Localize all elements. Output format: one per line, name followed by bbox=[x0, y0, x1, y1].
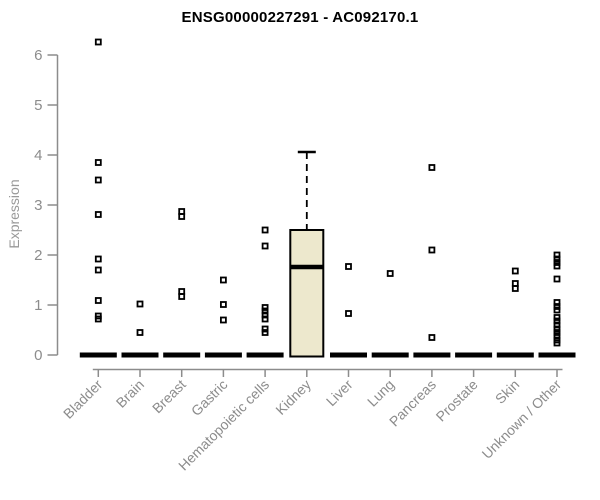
y-tick-label: 4 bbox=[34, 147, 42, 164]
outlier-point bbox=[553, 339, 561, 347]
outlier-point bbox=[345, 263, 352, 270]
median-bar bbox=[538, 352, 576, 358]
outlier-point bbox=[553, 303, 561, 310]
outlier-point bbox=[553, 255, 561, 263]
outlier-point bbox=[261, 307, 269, 315]
outlier-point bbox=[136, 329, 144, 336]
outlier-point bbox=[261, 315, 269, 323]
outlier-point bbox=[219, 301, 227, 308]
median-bar bbox=[204, 352, 242, 358]
outlier-point bbox=[94, 266, 102, 274]
x-tick-label: Breast bbox=[149, 376, 189, 416]
median-bar bbox=[413, 352, 451, 358]
outlier-point bbox=[94, 211, 102, 218]
outlier-point bbox=[94, 297, 102, 304]
outlier-point bbox=[553, 325, 561, 333]
median-bar bbox=[246, 352, 284, 358]
x-tick-label: Unknown / Other bbox=[479, 376, 565, 462]
y-tick-label: 0 bbox=[34, 347, 42, 364]
median-bar bbox=[330, 352, 367, 358]
outlier-point bbox=[94, 38, 102, 46]
outlier-point bbox=[553, 321, 561, 329]
outlier-point bbox=[511, 285, 519, 292]
median-bar bbox=[371, 352, 409, 358]
outlier-point bbox=[428, 334, 436, 341]
outlier-point bbox=[553, 259, 561, 266]
x-tick-label: Liver bbox=[323, 376, 356, 409]
outlier-point bbox=[553, 262, 561, 270]
median-bar bbox=[79, 352, 117, 358]
outlier-point bbox=[553, 314, 561, 321]
x-tick-label: Skin bbox=[492, 376, 523, 407]
outlier-point bbox=[553, 275, 561, 283]
median-bar bbox=[163, 352, 201, 358]
chart-title: ENSG00000227291 - AC092170.1 bbox=[181, 9, 419, 26]
x-tick-label: Kidney bbox=[272, 376, 314, 418]
outlier-point bbox=[261, 311, 269, 319]
median-bar bbox=[455, 352, 493, 358]
x-tick-label: Bladder bbox=[60, 376, 106, 422]
outlier-point bbox=[553, 299, 561, 306]
outlier-point bbox=[94, 159, 102, 166]
outlier-point bbox=[136, 300, 144, 308]
y-tick-label: 1 bbox=[34, 297, 42, 314]
outlier-point bbox=[386, 270, 394, 277]
median-bar bbox=[121, 352, 159, 358]
outlier-point bbox=[553, 332, 561, 340]
outlier-point bbox=[261, 304, 269, 311]
y-tick-label: 5 bbox=[34, 97, 42, 114]
box bbox=[289, 229, 325, 358]
outlier-point bbox=[553, 317, 561, 325]
outlier-point bbox=[219, 316, 227, 324]
outlier-point bbox=[94, 315, 102, 323]
outlier-point bbox=[178, 213, 186, 220]
outlier-point bbox=[94, 255, 102, 263]
outlier-point bbox=[428, 164, 436, 171]
outlier-point bbox=[428, 246, 436, 254]
outlier-point bbox=[94, 176, 102, 184]
outlier-point bbox=[261, 242, 269, 250]
outlier-point bbox=[261, 325, 269, 333]
outlier-point bbox=[553, 306, 561, 314]
x-tick-label: Lung bbox=[364, 376, 397, 409]
outlier-point bbox=[345, 310, 352, 317]
x-tick-label: Brain bbox=[113, 376, 147, 410]
y-tick-label: 6 bbox=[34, 47, 42, 64]
outlier-point bbox=[261, 226, 269, 234]
outlier-point bbox=[511, 267, 519, 275]
outlier-point bbox=[178, 293, 186, 300]
outlier-point bbox=[219, 276, 227, 284]
y-tick-label: 2 bbox=[34, 247, 42, 264]
median-bar bbox=[496, 352, 534, 358]
outlier-point bbox=[261, 329, 269, 336]
outlier-point bbox=[553, 329, 561, 336]
x-tick-label: Prostate bbox=[433, 376, 481, 424]
outlier-point bbox=[553, 251, 561, 259]
y-tick-label: 3 bbox=[34, 197, 42, 214]
